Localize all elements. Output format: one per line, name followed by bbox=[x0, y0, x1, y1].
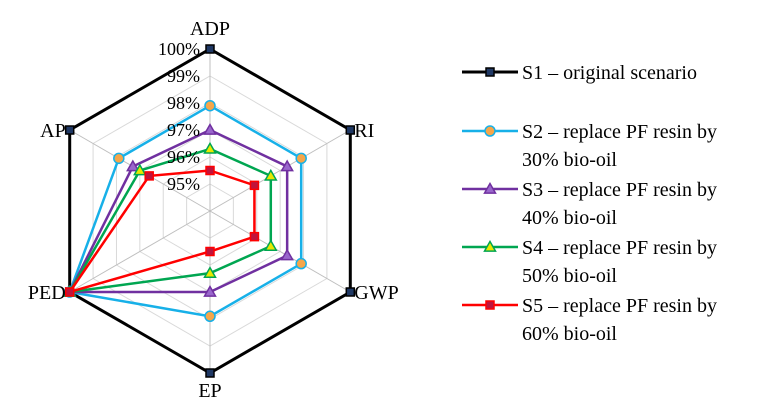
data-point-s3-gwp bbox=[280, 248, 294, 261]
legend-label: S3 – replace PF resin by bbox=[522, 179, 717, 201]
legend-swatch-marker bbox=[485, 67, 495, 77]
legend-label-cont: 40% bio-oil bbox=[522, 207, 617, 229]
data-point-s4-gwp bbox=[264, 239, 278, 251]
legend-label: S5 – replace PF resin by bbox=[522, 295, 717, 317]
legend-swatch-marker bbox=[483, 239, 497, 252]
axis-label-ped: PED bbox=[28, 282, 66, 304]
data-point-s2-ep bbox=[204, 310, 216, 323]
data-point-s4-ri bbox=[264, 168, 278, 181]
tick-label: 97% bbox=[167, 120, 200, 140]
data-point-s2-ap bbox=[113, 152, 125, 165]
series-line-s5 bbox=[66, 169, 256, 295]
data-point-s2-adp bbox=[204, 99, 216, 112]
axis-label-adp: ADP bbox=[190, 18, 230, 40]
axis-label-ap: AP bbox=[40, 120, 66, 142]
grid-spoke-gwp bbox=[209, 210, 351, 293]
series-s1 bbox=[64, 44, 356, 378]
data-point-s5-ri bbox=[249, 180, 260, 191]
legend-swatch-marker bbox=[484, 125, 496, 137]
tick-label: 95% bbox=[167, 174, 200, 194]
axis-label-ep: EP bbox=[198, 380, 221, 402]
series-s2 bbox=[63, 99, 307, 323]
data-point-s5-adp bbox=[205, 165, 215, 176]
data-point-s4-ep bbox=[203, 266, 217, 278]
data-point-s2-ri bbox=[295, 152, 307, 165]
legend-swatch-marker bbox=[485, 300, 495, 310]
axis-label-ri: RI bbox=[354, 120, 374, 142]
data-point-s3-ap bbox=[126, 159, 140, 172]
legend-label: S1 – original scenario bbox=[522, 62, 697, 84]
legend-item-s3: S3 – replace PF resin by 40% bio-oil bbox=[462, 179, 717, 229]
radar-series bbox=[62, 44, 356, 378]
legend-swatch-marker bbox=[483, 181, 497, 194]
data-point-s1-adp bbox=[205, 44, 215, 54]
data-point-s1-ri bbox=[345, 125, 356, 135]
data-point-s3-ep bbox=[203, 284, 217, 297]
data-point-s5-ped bbox=[64, 287, 75, 297]
data-point-s4-adp bbox=[203, 141, 217, 154]
legend: S1 – original scenario S2 – replace PF re… bbox=[462, 62, 717, 345]
series-line-s4 bbox=[67, 147, 273, 294]
data-point-s1-gwp bbox=[345, 287, 356, 297]
data-point-s3-ri bbox=[280, 159, 294, 172]
legend-item-s4: S4 – replace PF resin by 50% bio-oil bbox=[462, 237, 717, 287]
legend-item-s2: S2 – replace PF resin by 30% bio-oil bbox=[462, 121, 717, 171]
data-point-s1-ep bbox=[205, 368, 215, 378]
radar-labels: 95% 96% 97% 98% 99% 100%ADP RI GWP EP PED AP bbox=[28, 18, 399, 402]
data-point-s4-ap bbox=[133, 163, 147, 176]
legend-label-cont: 50% bio-oil bbox=[522, 265, 617, 287]
data-point-s5-gwp bbox=[249, 231, 260, 242]
tick-label: 99% bbox=[167, 66, 200, 86]
series-s5 bbox=[64, 165, 260, 297]
data-point-s3-adp bbox=[203, 122, 217, 135]
legend-item-s1: S1 – original scenario bbox=[462, 62, 697, 84]
data-point-s5-ap bbox=[144, 171, 154, 181]
legend-label-cont: 30% bio-oil bbox=[522, 149, 617, 171]
legend-label: S2 – replace PF resin by bbox=[522, 121, 717, 143]
legend-label-cont: 60% bio-oil bbox=[522, 323, 617, 345]
grid-spoke-ri bbox=[209, 129, 351, 212]
legend-label: S4 – replace PF resin by bbox=[522, 237, 717, 259]
tick-label: 96% bbox=[167, 147, 200, 167]
data-point-s5-ep bbox=[205, 246, 215, 257]
tick-label: 100% bbox=[158, 39, 200, 59]
legend-item-s5: S5 – replace PF resin by 60% bio-oil bbox=[462, 295, 717, 345]
grid-spoke-ped bbox=[69, 210, 211, 293]
data-point-s1-ap bbox=[64, 125, 75, 135]
tick-label: 98% bbox=[167, 93, 200, 113]
data-point-s2-gwp bbox=[295, 257, 307, 270]
axis-label-gwp: GWP bbox=[354, 282, 398, 304]
